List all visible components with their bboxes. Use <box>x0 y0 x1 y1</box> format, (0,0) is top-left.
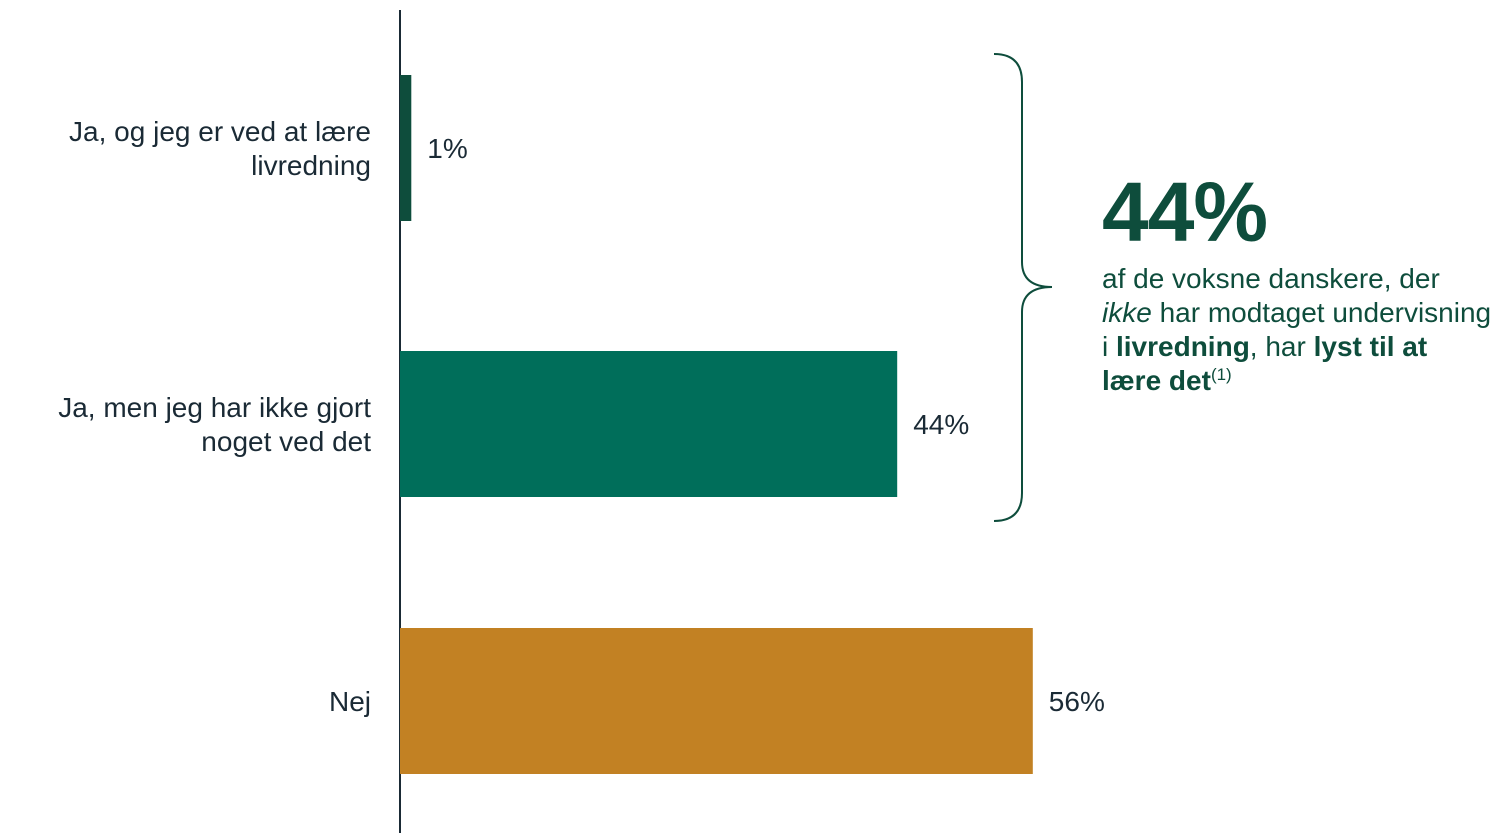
callout: 44% af de voksne danskere, der ikke har … <box>1102 168 1493 398</box>
callout-text-part: af de voksne danskere, der <box>1102 263 1440 294</box>
bar-value-label: 56% <box>1049 686 1105 717</box>
bar-value-label: 1% <box>427 133 467 164</box>
callout-big-value: 44% <box>1102 165 1268 259</box>
callout-text: af de voksne danskere, der ikke har modt… <box>1102 262 1493 398</box>
callout-text-part: har modtaget undervisning i <box>1102 297 1492 362</box>
bar-value-label: 44% <box>913 409 969 440</box>
callout-footnote-ref: (1) <box>1210 365 1232 384</box>
category-label: livredning <box>251 150 371 181</box>
category-label: Ja, men jeg har ikke gjort <box>58 392 371 423</box>
bar <box>400 351 898 497</box>
callout-text-strong: livredning <box>1116 331 1250 362</box>
callout-brace <box>993 53 1053 522</box>
bar <box>400 628 1033 774</box>
callout-text-part: , har <box>1249 331 1314 362</box>
callout-text-emphasis: ikke <box>1102 297 1152 328</box>
category-label: Ja, og jeg er ved at lære <box>69 116 371 147</box>
category-label: noget ved det <box>201 426 371 457</box>
bar <box>400 75 412 221</box>
category-label: Nej <box>329 686 371 717</box>
callout-text-strong: lyst til at lære det <box>1102 331 1428 396</box>
